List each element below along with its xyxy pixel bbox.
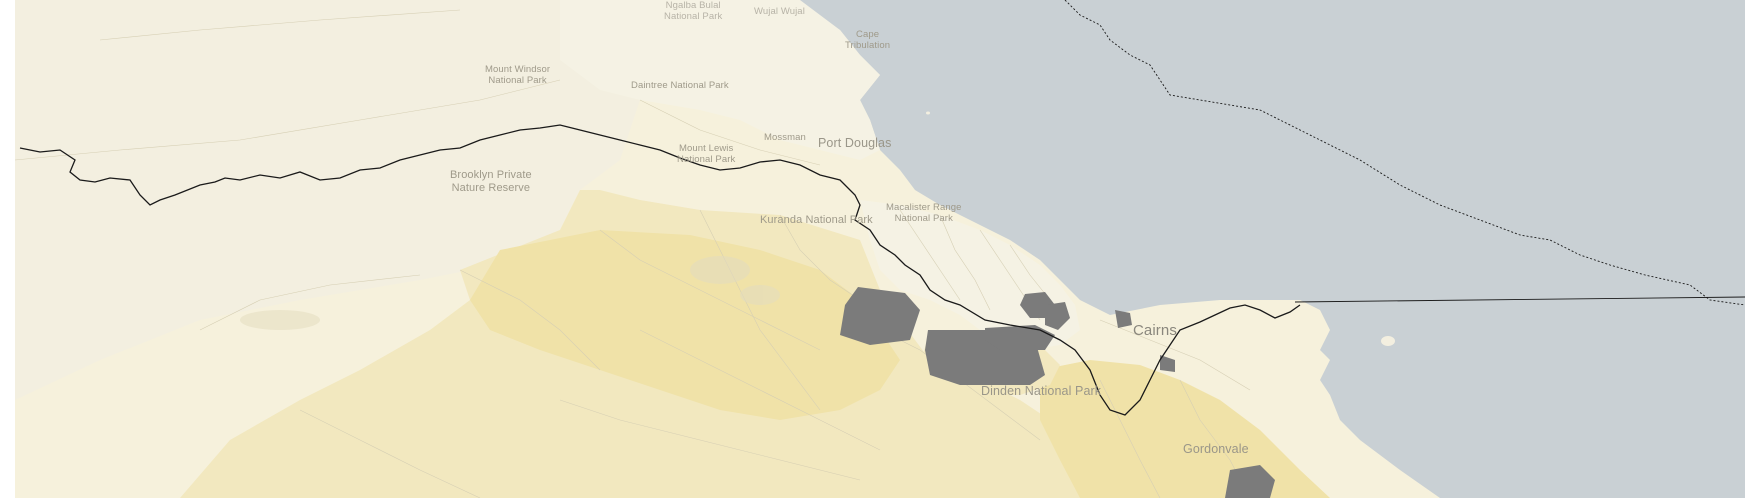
cairns-suburbs-cream (860, 200, 1080, 350)
label-cape-tribulation[interactable]: Cape Tribulation (845, 29, 891, 51)
label-mossman[interactable]: Mossman (764, 132, 806, 143)
interior-light-region (15, 0, 640, 400)
label-macalister[interactable]: Macalister Range National Park (886, 202, 962, 224)
label-mount-windsor[interactable]: Mount Windsor National Park (485, 64, 551, 86)
tableland-region-deep (470, 230, 900, 420)
label-brooklyn[interactable]: Brooklyn Private Nature Reserve (450, 169, 532, 194)
regional-boundary (19, 124, 1301, 416)
label-cairns[interactable]: Cairns (1133, 322, 1177, 339)
label-dinden[interactable]: Dinden National Park (981, 384, 1102, 398)
coastal-pale-region (560, 0, 880, 160)
southern-region-deep (1040, 360, 1330, 498)
label-port-douglas[interactable]: Port Douglas (818, 136, 892, 150)
island (1381, 336, 1395, 346)
sea-boundary-south (1294, 296, 1745, 303)
label-daintree[interactable]: Daintree National Park (631, 80, 729, 91)
label-wujal-wujal[interactable]: Wujal Wujal (754, 6, 805, 17)
label-gordonvale[interactable]: Gordonvale (1183, 442, 1249, 456)
label-ngalba-bulal[interactable]: Ngalba Bulal National Park (664, 0, 723, 22)
island (926, 111, 930, 115)
terrain-texture (240, 256, 780, 330)
left-margin (0, 0, 15, 498)
label-mount-lewis[interactable]: Mount Lewis National Park (677, 143, 736, 165)
label-kuranda[interactable]: Kuranda National Park (760, 214, 873, 226)
highlighted-areas (840, 287, 1275, 498)
